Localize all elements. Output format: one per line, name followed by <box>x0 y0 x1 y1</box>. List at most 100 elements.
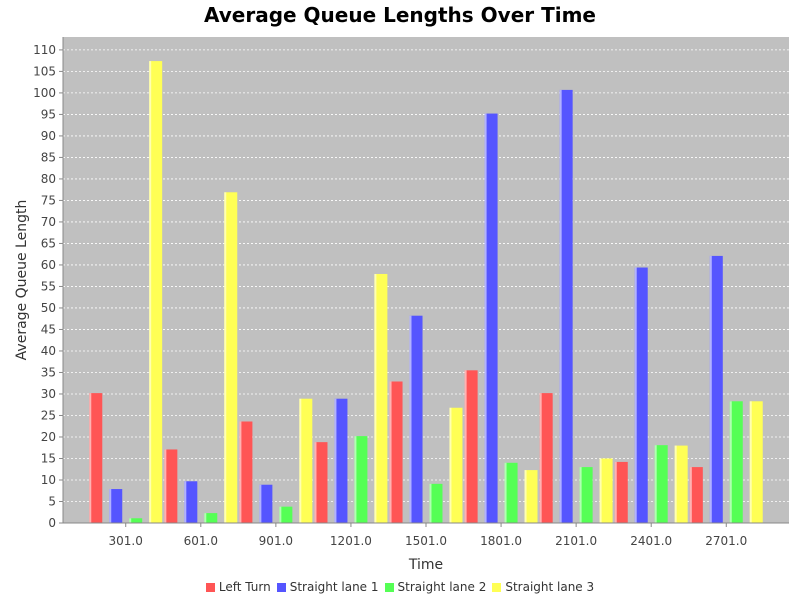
bar <box>299 398 313 523</box>
bar <box>429 483 443 523</box>
x-tick-label: 1801.0 <box>480 534 522 548</box>
bar <box>504 462 518 523</box>
bar <box>109 489 123 523</box>
axis-layer: 0 5 10 15 20 25 30 35 40 45 50 55 60 65 70 75 80 85 90 95 10… <box>33 37 789 548</box>
bar <box>409 315 423 523</box>
y-tick-label: 100 <box>33 86 56 100</box>
bar <box>524 470 538 523</box>
legend-swatch <box>276 582 286 592</box>
bar <box>374 273 388 523</box>
y-tick-label: 75 <box>41 193 56 207</box>
bar <box>334 398 348 523</box>
bar-highlight <box>259 484 262 523</box>
bar-highlight <box>504 462 507 523</box>
bar <box>389 381 403 523</box>
bar <box>204 513 218 523</box>
bar-highlight <box>204 513 207 523</box>
bar-highlight <box>299 398 302 523</box>
bars-layer <box>89 61 763 524</box>
chart-svg: 0 5 10 15 20 25 30 35 40 45 50 55 60 65 70 75 80 85 90 95 10… <box>14 37 789 573</box>
bar-highlight <box>334 398 337 523</box>
legend-item: Left Turn <box>205 580 271 594</box>
y-tick-label: 20 <box>41 430 56 444</box>
bar <box>599 458 613 523</box>
x-tick-label: 1201.0 <box>330 534 372 548</box>
y-tick-label: 5 <box>48 494 56 508</box>
legend-label: Straight lane 2 <box>397 580 487 594</box>
bar-highlight <box>374 273 377 523</box>
y-tick-label: 35 <box>41 365 56 379</box>
legend-label: Straight lane 3 <box>505 580 595 594</box>
bar-highlight <box>429 483 432 523</box>
bar <box>539 393 553 523</box>
legend-item: Straight lane 3 <box>492 580 594 594</box>
bar-highlight <box>184 481 187 523</box>
bar-highlight <box>389 381 392 523</box>
bar-highlight <box>484 113 487 523</box>
bar-highlight <box>599 458 602 523</box>
x-tick-label: 2101.0 <box>555 534 597 548</box>
legend-swatch <box>205 582 215 592</box>
y-tick-label: 15 <box>41 451 56 465</box>
bar-highlight <box>224 192 227 523</box>
bar <box>89 393 103 523</box>
y-tick-label: 40 <box>41 344 56 358</box>
bar <box>129 518 143 523</box>
bar <box>709 255 723 523</box>
bar-highlight <box>449 407 452 523</box>
y-tick-label: 95 <box>41 107 56 121</box>
bar-highlight <box>354 436 357 523</box>
bar <box>224 192 238 523</box>
bar-highlight <box>674 445 677 523</box>
y-tick-label: 0 <box>48 516 56 530</box>
bar-highlight <box>729 401 732 523</box>
bar-highlight <box>539 393 542 523</box>
bar <box>614 461 628 523</box>
x-tick-label: 1501.0 <box>405 534 447 548</box>
y-tick-label: 30 <box>41 387 56 401</box>
bar <box>314 442 328 523</box>
legend-swatch <box>384 582 394 592</box>
bar-highlight <box>409 315 412 523</box>
x-tick-label: 901.0 <box>259 534 293 548</box>
legend-item: Straight lane 1 <box>276 580 379 594</box>
bar-highlight <box>709 255 712 523</box>
y-tick-label: 50 <box>41 301 56 315</box>
bar <box>184 481 198 523</box>
bar <box>149 61 163 523</box>
y-tick-label: 105 <box>33 64 56 78</box>
bar-highlight <box>689 467 692 523</box>
bar <box>634 267 648 523</box>
bar <box>579 467 593 523</box>
bar <box>729 401 743 523</box>
bar-highlight <box>614 461 617 523</box>
bar <box>689 467 703 523</box>
bar-highlight <box>634 267 637 523</box>
bar-highlight <box>109 489 112 523</box>
bar-highlight <box>314 442 317 523</box>
legend-label: Left Turn <box>218 580 271 594</box>
bar <box>279 506 293 523</box>
y-tick-label: 85 <box>41 150 56 164</box>
chart-title: Average Queue Lengths Over Time <box>203 3 596 27</box>
y-axis-label: Average Queue Length <box>14 200 30 361</box>
legend-swatch <box>492 582 502 592</box>
plot-background <box>63 37 789 523</box>
y-tick-label: 80 <box>41 172 56 186</box>
y-tick-label: 65 <box>41 236 56 250</box>
y-tick-label: 10 <box>41 473 56 487</box>
y-tick-label: 90 <box>41 129 56 143</box>
bar <box>449 407 463 523</box>
y-tick-label: 110 <box>33 43 56 57</box>
legend: Left Turn Straight lane 1 Straight lane 2 S… <box>0 580 800 594</box>
bar-highlight <box>239 421 242 523</box>
bar-highlight <box>89 393 92 523</box>
y-tick-label: 45 <box>41 322 56 336</box>
grid-layer <box>63 49 789 502</box>
bar-highlight <box>524 470 527 523</box>
y-tick-label: 60 <box>41 258 56 272</box>
bar-highlight <box>749 401 752 523</box>
bar <box>674 445 688 523</box>
y-tick-label: 25 <box>41 408 56 422</box>
bar <box>464 370 478 523</box>
